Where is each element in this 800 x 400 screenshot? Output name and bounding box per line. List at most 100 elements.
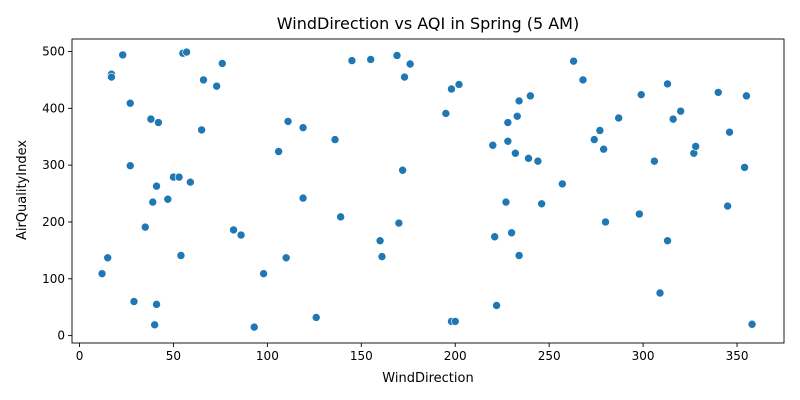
x-tick-label: 350 <box>726 349 749 363</box>
data-point <box>636 90 646 99</box>
data-point <box>163 194 173 204</box>
data-point <box>377 252 387 261</box>
data-point <box>400 72 409 82</box>
data-point <box>454 80 464 89</box>
data-point <box>107 72 116 82</box>
data-point <box>635 209 644 219</box>
data-point <box>595 126 605 135</box>
data-point <box>336 212 345 222</box>
data-point <box>655 288 665 298</box>
data-point <box>150 320 159 330</box>
data-point <box>366 55 376 64</box>
data-point <box>176 251 186 260</box>
data-point <box>740 163 749 172</box>
data-point <box>511 148 520 158</box>
data-point <box>599 144 608 154</box>
data-point <box>199 75 208 85</box>
data-point <box>182 47 191 57</box>
x-tick-label: 100 <box>256 349 279 363</box>
data-point <box>229 225 238 235</box>
data-point <box>514 251 524 260</box>
data-point <box>488 140 498 150</box>
data-point <box>146 114 156 124</box>
data-point <box>217 59 227 68</box>
data-point <box>663 79 672 89</box>
y-tick-label: 100 <box>42 272 65 286</box>
data-point <box>236 230 246 240</box>
data-point <box>394 218 404 228</box>
x-tick-label: 50 <box>166 349 181 363</box>
data-point <box>490 232 499 242</box>
data-point <box>492 301 501 310</box>
y-tick-label: 400 <box>42 101 65 115</box>
y-axis-label: AirQualityIndex <box>15 140 30 240</box>
data-point <box>392 51 402 60</box>
x-tick-label: 250 <box>538 349 561 363</box>
data-point <box>148 197 158 207</box>
data-point <box>405 59 415 69</box>
data-point <box>713 88 723 97</box>
x-axis-label: WindDirection <box>382 371 473 386</box>
chart-title: WindDirection vs AQI in Spring (5 AM) <box>277 14 579 33</box>
data-point <box>514 96 524 106</box>
x-tick-label: 300 <box>632 349 655 363</box>
data-point <box>524 154 533 163</box>
data-point <box>154 118 163 127</box>
data-point <box>375 236 385 246</box>
data-point <box>283 117 293 126</box>
y-tick-label: 500 <box>42 45 65 59</box>
data-point <box>174 172 184 182</box>
data-point <box>742 91 751 101</box>
data-point <box>533 156 543 166</box>
data-point <box>503 136 513 146</box>
x-tick-label: 150 <box>350 349 373 363</box>
data-point <box>512 111 522 121</box>
data-point <box>152 181 161 191</box>
x-tick-label: 200 <box>444 349 467 363</box>
data-point <box>663 236 672 246</box>
data-point <box>441 109 451 118</box>
data-point <box>578 75 588 85</box>
data-point <box>311 313 321 322</box>
data-point <box>501 197 511 207</box>
data-point <box>97 269 107 278</box>
data-point <box>186 177 195 187</box>
data-point <box>668 114 678 124</box>
data-point <box>347 56 357 65</box>
data-point <box>140 222 150 232</box>
data-point <box>281 253 291 263</box>
data-point <box>197 125 206 135</box>
data-point <box>125 98 135 108</box>
data-point <box>747 319 757 329</box>
data-point <box>558 179 567 189</box>
data-point <box>650 156 659 166</box>
data-point <box>503 118 513 127</box>
data-point <box>125 161 135 171</box>
data-point <box>614 113 623 123</box>
data-point <box>507 228 516 238</box>
data-point <box>569 56 578 66</box>
x-tick-label: 0 <box>76 349 84 363</box>
data-point <box>259 269 268 278</box>
data-point <box>212 81 221 91</box>
data-point <box>274 147 283 156</box>
data-point <box>298 193 308 203</box>
data-point <box>103 253 112 263</box>
y-tick-label: 0 <box>57 329 65 343</box>
data-point <box>447 84 456 94</box>
data-point <box>249 322 259 332</box>
axes-frame <box>71 38 785 344</box>
data-point <box>589 135 599 144</box>
data-point <box>601 217 610 227</box>
data-point <box>526 91 535 101</box>
data-point <box>691 142 701 151</box>
data-point <box>129 297 139 306</box>
data-point <box>152 300 161 309</box>
y-tick-label: 200 <box>42 215 65 229</box>
data-point <box>398 165 407 175</box>
data-point <box>537 199 546 209</box>
data-point <box>725 127 734 137</box>
y-tick-label: 300 <box>42 158 65 172</box>
